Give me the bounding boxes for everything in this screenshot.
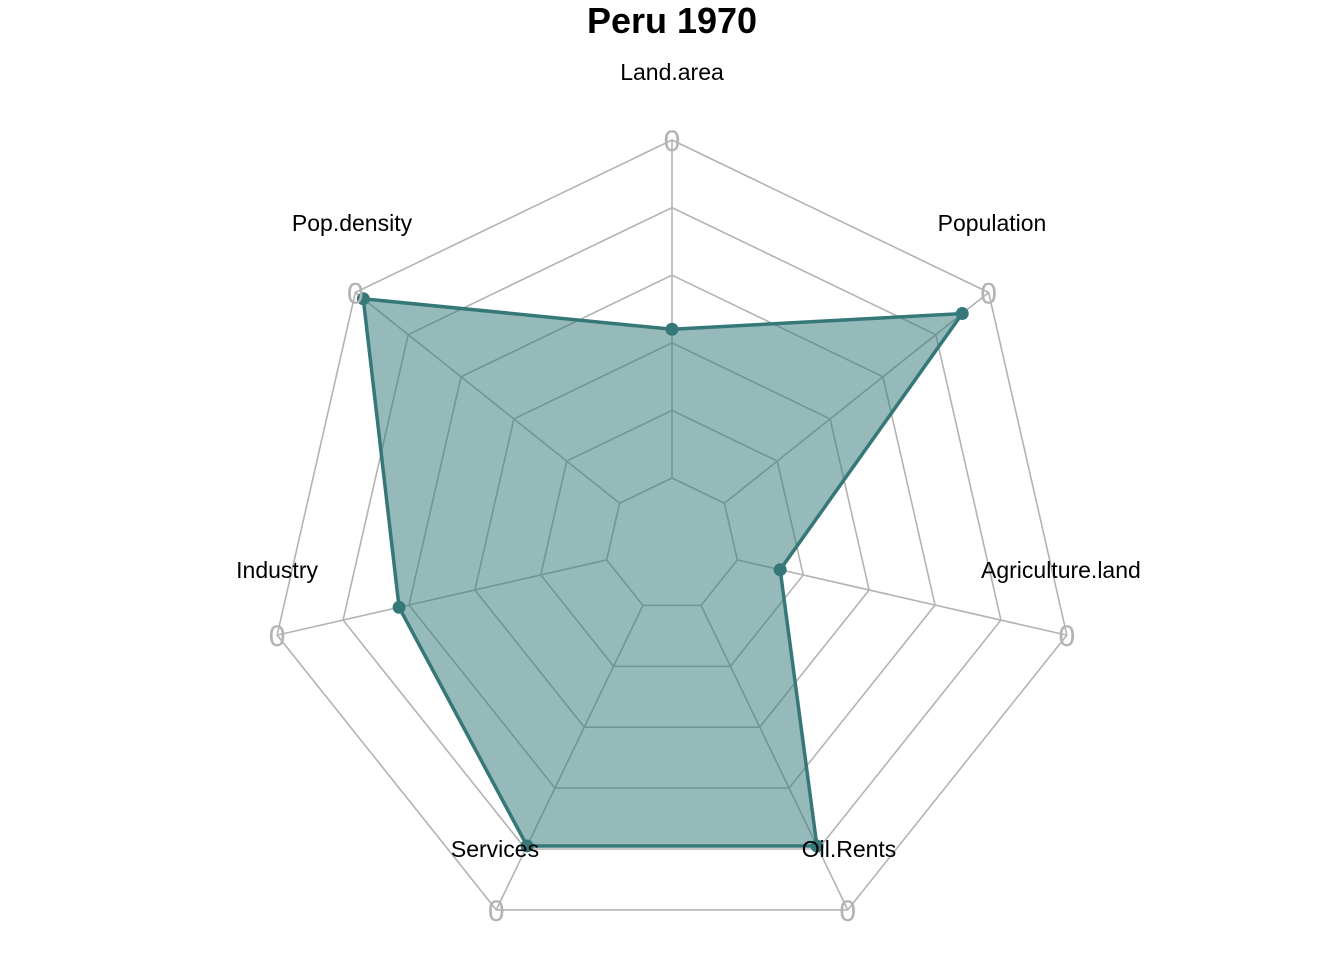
grid-ring-5 [276, 139, 1068, 911]
axis-label-population: Population [938, 210, 1047, 236]
chart-title: Peru 1970 [587, 0, 757, 41]
axis-label-land-area: Land.area [620, 59, 724, 85]
axis-label-oil-rents: Oil.Rents [802, 836, 897, 862]
axis-tick-label: 0 [347, 277, 364, 310]
axis-tick-label: 0 [664, 125, 681, 158]
data-point [356, 292, 370, 306]
axis-label-agriculture-land: Agriculture.land [981, 557, 1141, 583]
axis-label-services: Services [451, 836, 539, 862]
series-area [361, 297, 964, 848]
data-point [392, 600, 406, 614]
axis-tick-label: 0 [269, 620, 286, 653]
grid-spoke [737, 559, 1068, 636]
data-point [665, 322, 679, 336]
data-point [955, 307, 969, 321]
axis-tick-label: 0 [1059, 620, 1076, 653]
axis-tick-label: 0 [839, 895, 856, 928]
axis-label-industry: Industry [236, 557, 318, 583]
axis-label-layer: Land.area Population Agriculture.land Oil.R… [236, 59, 1141, 862]
axis-label-pop-density: Pop.density [292, 210, 413, 236]
data-point [520, 839, 534, 853]
axis-tick-label: 0 [488, 895, 505, 928]
data-point [773, 563, 787, 577]
axis-tick-label: 0 [980, 277, 997, 310]
tick-label-layer: 0 0 0 0 0 0 0 [269, 125, 1075, 928]
data-point [810, 839, 824, 853]
series-layer [356, 292, 969, 853]
